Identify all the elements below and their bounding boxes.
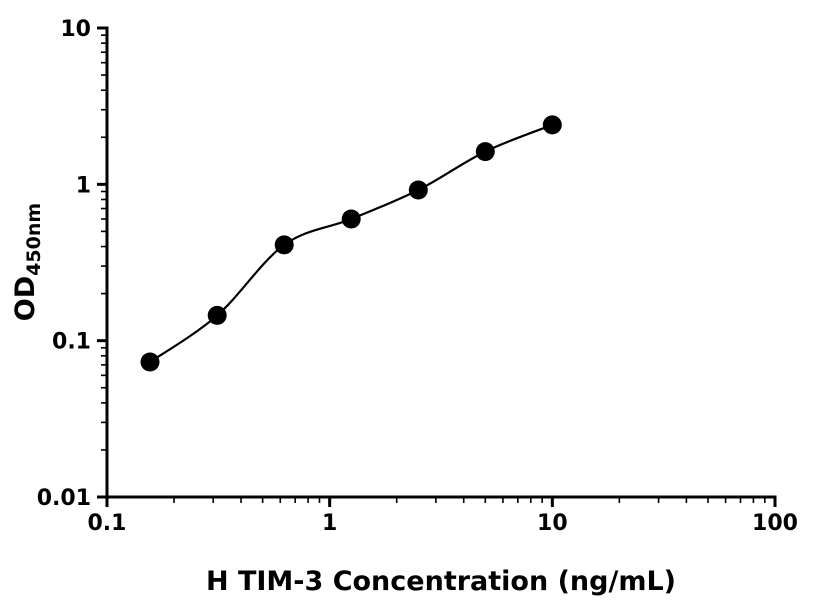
y-tick-label: 10 bbox=[60, 17, 91, 42]
x-tick-label: 1 bbox=[322, 511, 337, 536]
x-tick-label: 0.1 bbox=[88, 511, 127, 536]
data-point bbox=[274, 235, 294, 255]
y-axis-title-main: OD bbox=[10, 276, 41, 321]
x-tick-label: 100 bbox=[752, 511, 798, 536]
data-point bbox=[542, 115, 562, 135]
y-axis-title-subscript: 450nm bbox=[23, 203, 45, 276]
y-tick-label: 0.01 bbox=[37, 486, 91, 511]
y-tick-label: 0.1 bbox=[52, 330, 91, 355]
data-point bbox=[341, 209, 361, 229]
y-axis-title: OD450nm bbox=[10, 203, 45, 321]
data-point bbox=[475, 142, 495, 162]
y-tick-label: 1 bbox=[76, 173, 91, 198]
fit-curve bbox=[149, 123, 553, 363]
data-point bbox=[140, 352, 160, 372]
x-tick-label: 10 bbox=[537, 511, 568, 536]
x-axis-title: H TIM-3 Concentration (ng/mL) bbox=[206, 566, 676, 597]
data-point bbox=[408, 180, 428, 200]
data-point bbox=[207, 305, 227, 325]
